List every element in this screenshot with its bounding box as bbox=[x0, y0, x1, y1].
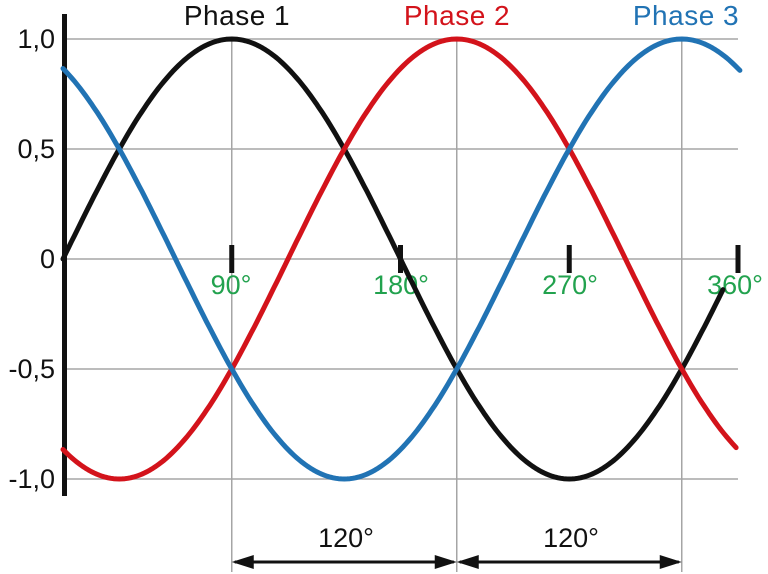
y-tick-label-m0-5: -0,5 bbox=[8, 354, 55, 384]
phase-curves bbox=[60, 36, 743, 482]
curve-phase-3 bbox=[60, 36, 743, 482]
y-tick-label-m1-0: -1,0 bbox=[8, 464, 55, 494]
curve-phase-1 bbox=[60, 36, 726, 482]
x-tick-label-90: 90° bbox=[211, 270, 252, 300]
x-tick-labels: 90° 180° 270° 360° bbox=[211, 270, 763, 300]
phase-2-title: Phase 2 bbox=[403, 0, 511, 31]
y-tick-label-0-5: 0,5 bbox=[17, 134, 55, 164]
phase-1-title: Phase 1 bbox=[183, 0, 291, 31]
dimension-label-1: 120° bbox=[318, 523, 374, 553]
x-tick-label-270: 270° bbox=[542, 270, 598, 300]
dimension-arrows bbox=[231, 555, 682, 569]
curve-phase-2 bbox=[60, 36, 739, 482]
x-tick-label-360: 360° bbox=[707, 270, 763, 300]
phase-3-title: Phase 3 bbox=[632, 0, 740, 31]
y-tick-label-0: 0 bbox=[39, 244, 55, 274]
dimension-label-2: 120° bbox=[543, 523, 599, 553]
y-tick-label-1-0: 1,0 bbox=[17, 24, 55, 54]
